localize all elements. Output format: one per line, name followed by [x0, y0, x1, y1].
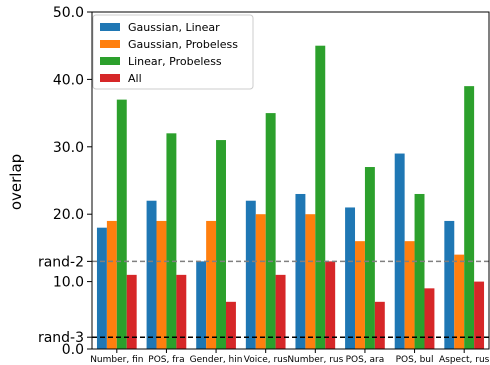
legend-swatch — [100, 23, 120, 31]
bar-all-3 — [275, 274, 286, 349]
bar-linear-probeless-4 — [315, 45, 326, 349]
bar-linear-probeless-7 — [464, 86, 475, 349]
y-tick-label: 30.0 — [53, 140, 84, 156]
legend-entry: Gaussian, Probeless — [128, 38, 238, 51]
bar-all-7 — [474, 281, 485, 349]
bar-gaussian-linear-2 — [196, 261, 207, 349]
bar-gaussian-probeless-3 — [255, 214, 266, 349]
y-tick-label: 10.0 — [53, 275, 84, 291]
bar-gaussian-linear-0 — [96, 227, 107, 349]
bar-gaussian-probeless-2 — [206, 220, 217, 349]
bar-gaussian-probeless-4 — [305, 214, 316, 349]
bar-gaussian-probeless-0 — [106, 220, 117, 349]
bar-all-6 — [424, 288, 435, 349]
y-tick-label: 50.0 — [53, 5, 84, 21]
bar-all-5 — [374, 301, 385, 349]
x-tick-label: Number, rus — [287, 355, 343, 365]
y-axis-label: overlap — [7, 154, 25, 210]
bar-gaussian-probeless-7 — [454, 254, 465, 349]
x-tick-label: Aspect, rus — [439, 355, 490, 365]
bar-gaussian-linear-3 — [245, 200, 256, 349]
bar-linear-probeless-0 — [116, 99, 127, 350]
bar-gaussian-linear-6 — [394, 153, 405, 349]
bar-all-2 — [225, 301, 236, 349]
y-tick-label: 20.0 — [53, 207, 84, 223]
plot-frame — [91, 11, 490, 350]
bars-layer — [96, 45, 485, 350]
legend-entry: Gaussian, Linear — [128, 21, 220, 34]
reference-line-label-rand-2: rand-2 — [38, 254, 84, 270]
bar-linear-probeless-5 — [364, 167, 375, 349]
bar-gaussian-linear-1 — [146, 200, 157, 349]
bar-linear-probeless-3 — [265, 113, 276, 349]
bar-linear-probeless-2 — [216, 140, 226, 349]
bar-gaussian-probeless-1 — [156, 220, 167, 349]
legend-entry: Linear, Probeless — [128, 55, 222, 68]
reference-lines-layer — [92, 260, 489, 338]
bar-all-1 — [176, 274, 187, 349]
legend-box — [92, 14, 254, 90]
legend-swatch — [100, 40, 120, 48]
bar-gaussian-linear-7 — [444, 220, 455, 349]
x-axis: Number, fin POS, fra Gender, hin Voice, rus… — [90, 349, 490, 365]
legend-swatch — [100, 57, 120, 65]
bar-gaussian-probeless-6 — [404, 241, 415, 349]
x-tick-label: POS, fra — [148, 355, 184, 365]
x-tick-label: Voice, rus — [244, 355, 288, 365]
reference-line-label-rand-3: rand-3 — [38, 330, 84, 346]
x-tick-label: POS, bul — [396, 355, 434, 365]
x-tick-label: Gender, hin — [190, 355, 243, 365]
x-tick-label: POS, ara — [346, 355, 385, 365]
y-axis: 0.0 10.0 20.0 30.0 40.0 50.0 rand-2 rand-3 — [38, 5, 92, 358]
bar-gaussian-linear-4 — [295, 193, 306, 349]
bar-gaussian-probeless-5 — [355, 241, 365, 349]
y-tick-label: 0.0 — [62, 342, 84, 358]
bar-gaussian-linear-5 — [345, 207, 356, 349]
bar-all-0 — [126, 274, 137, 349]
legend: Gaussian, Linear Gaussian, Probeless Linea… — [92, 14, 254, 90]
bar-all-4 — [325, 261, 336, 349]
legend-swatch — [100, 74, 120, 82]
y-tick-label: 40.0 — [53, 72, 84, 88]
bar-linear-probeless-1 — [166, 133, 177, 349]
bar-linear-probeless-6 — [414, 193, 425, 349]
legend-entry: All — [128, 72, 142, 85]
x-tick-label: Number, fin — [90, 355, 143, 365]
